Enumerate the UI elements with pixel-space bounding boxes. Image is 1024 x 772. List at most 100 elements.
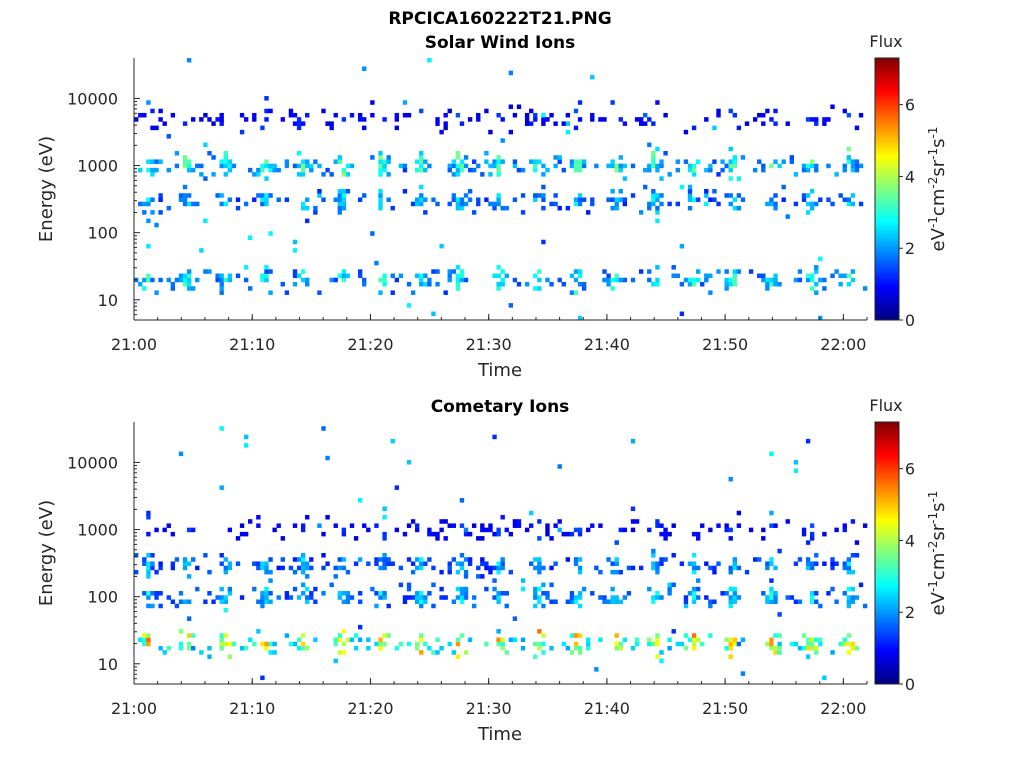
y-tick-label: 100 — [87, 588, 118, 607]
heatmap-cell — [378, 197, 383, 202]
heatmap-cell — [406, 586, 412, 592]
heatmap-cell — [378, 557, 383, 562]
heatmap-cell — [288, 565, 294, 571]
heatmap-cell — [740, 637, 746, 643]
heatmap-cell — [223, 163, 228, 169]
heatmap-cell — [186, 273, 192, 279]
heatmap-cell — [305, 218, 310, 224]
heatmap-cell — [614, 201, 619, 207]
heatmap-cell — [691, 281, 697, 287]
heatmap-cell — [158, 210, 163, 215]
heatmap-cell — [402, 112, 408, 118]
heatmap-cell — [150, 277, 155, 283]
heatmap-cell — [569, 599, 575, 605]
heatmap-cell — [793, 599, 799, 605]
heatmap-cell — [691, 172, 697, 177]
heatmap-cell — [243, 645, 249, 651]
heatmap-cell — [459, 159, 465, 164]
heatmap-cell — [724, 591, 729, 596]
heatmap-cell — [390, 438, 395, 444]
heatmap-cell — [496, 193, 501, 198]
heatmap-cell — [667, 582, 672, 588]
heatmap-cell — [223, 595, 228, 600]
heatmap-cell — [630, 645, 636, 651]
heatmap-cell — [264, 176, 269, 181]
heatmap-cell — [809, 531, 815, 537]
heatmap-cell — [492, 434, 497, 440]
heatmap-cell — [182, 599, 188, 605]
heatmap-cell — [748, 269, 754, 274]
heatmap-cell — [496, 281, 501, 287]
heatmap-cell — [541, 582, 546, 588]
heatmap-cell — [610, 163, 615, 169]
heatmap-cell — [455, 281, 461, 287]
heatmap-cell — [801, 527, 807, 533]
heatmap-cell — [492, 163, 497, 169]
heatmap-cell — [195, 565, 200, 571]
heatmap-cell — [655, 146, 660, 152]
heatmap-cell — [846, 281, 852, 287]
heatmap-cell — [667, 586, 672, 592]
heatmap-cell — [728, 193, 733, 198]
heatmap-cell — [382, 506, 387, 512]
heatmap-cell — [557, 155, 562, 160]
heatmap-cell — [362, 281, 367, 287]
heatmap-cell — [647, 277, 652, 283]
heatmap-cell — [842, 561, 847, 566]
heatmap-cell — [834, 599, 839, 605]
heatmap-cell — [488, 527, 493, 533]
heatmap-cell — [382, 277, 387, 283]
heatmap-cell — [830, 565, 835, 571]
heatmap-cell — [309, 163, 314, 169]
heatmap-cell — [158, 197, 163, 202]
heatmap-cell — [219, 426, 224, 431]
heatmap-cell — [818, 256, 823, 262]
heatmap-cell — [337, 273, 342, 279]
heatmap-cell — [581, 159, 587, 164]
heatmap-cell — [459, 269, 465, 274]
heatmap-cell — [777, 281, 782, 287]
heatmap-cell — [769, 637, 774, 643]
heatmap-cell — [622, 176, 628, 181]
heatmap-cell — [533, 603, 538, 609]
heatmap-cell — [561, 641, 566, 647]
heatmap-cell — [586, 637, 591, 643]
heatmap-cell — [606, 273, 611, 279]
heatmap-cell — [626, 565, 632, 571]
heatmap-cell — [378, 637, 383, 643]
heatmap-cell — [398, 565, 404, 571]
heatmap-cell — [313, 586, 318, 592]
heatmap-cell — [268, 269, 273, 274]
heatmap-cell — [142, 286, 147, 291]
heatmap-cell — [419, 603, 424, 609]
heatmap-cell — [854, 553, 860, 558]
heatmap-cell — [618, 527, 623, 533]
heatmap-cell — [370, 100, 375, 105]
heatmap-cell — [378, 155, 383, 160]
heatmap-cell — [679, 641, 685, 647]
heatmap-cell — [773, 159, 778, 164]
heatmap-cell — [822, 286, 827, 291]
heatmap-cell — [223, 569, 228, 575]
heatmap-cell — [182, 201, 188, 207]
heatmap-cell — [659, 193, 664, 198]
heatmap-cell — [459, 273, 465, 279]
heatmap-cell — [476, 112, 481, 118]
heatmap-cell — [239, 645, 245, 651]
heatmap-cell — [186, 574, 192, 579]
heatmap-cell — [638, 210, 644, 215]
heatmap-cell — [687, 591, 693, 596]
heatmap-cell — [496, 599, 501, 605]
heatmap-cell — [533, 159, 538, 164]
heatmap-cell — [683, 633, 689, 638]
heatmap-cell — [439, 527, 444, 533]
heatmap-cell — [337, 650, 342, 655]
heatmap-cell — [622, 527, 628, 533]
heatmap-cell — [427, 163, 432, 169]
heatmap-cell — [850, 519, 856, 524]
heatmap-cell — [353, 561, 359, 566]
heatmap-cell — [219, 277, 224, 283]
heatmap-cell — [496, 265, 501, 270]
heatmap-cell — [695, 531, 701, 537]
heatmap-cell — [300, 582, 306, 588]
